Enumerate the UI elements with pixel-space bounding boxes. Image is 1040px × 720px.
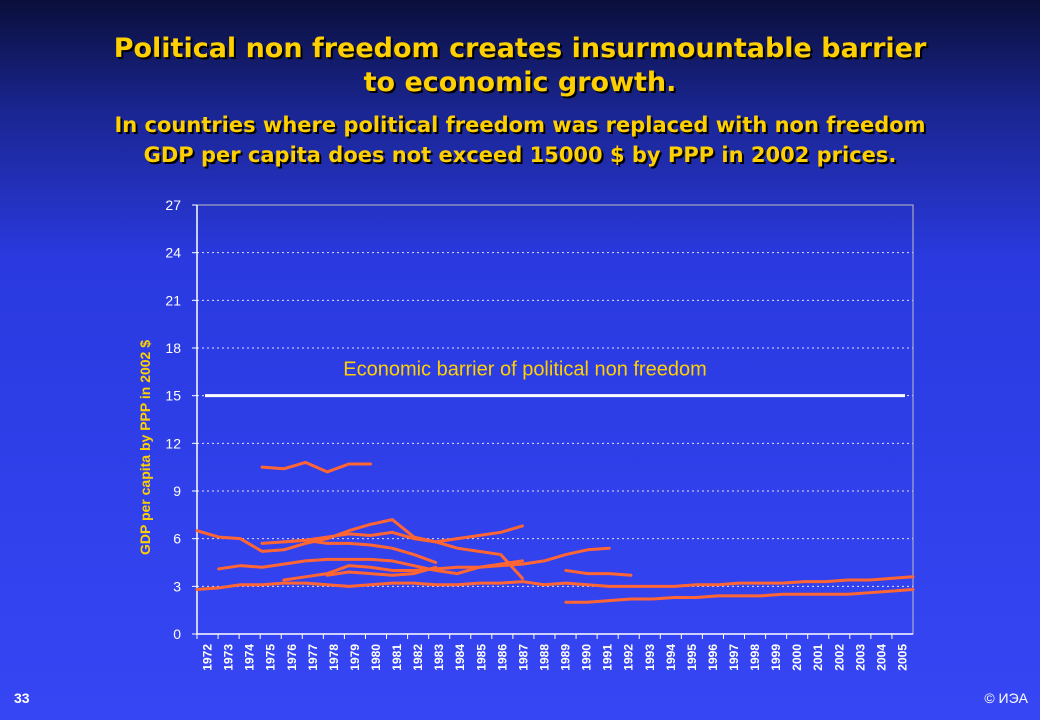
title-line-1: Political non freedom creates insurmount…: [113, 33, 927, 64]
slide-number: 33: [14, 690, 30, 706]
x-tick-label: 1980: [369, 644, 383, 671]
x-tick-label: 2001: [811, 644, 825, 671]
series-line: [217, 557, 524, 576]
series-line: [282, 538, 438, 564]
x-tick-label: 1979: [348, 644, 362, 671]
x-tick-label: 1998: [748, 644, 762, 671]
x-tick-label: 1995: [685, 644, 699, 671]
x-tick-label: 1996: [706, 644, 720, 671]
subtitle-line-2: GDP per capita does not exceed 15000 $ b…: [143, 143, 897, 167]
x-tick-label: 2005: [895, 644, 909, 671]
x-tick-label: 1994: [664, 644, 678, 671]
y-tick-label: 12: [165, 435, 181, 451]
x-tick-label: 1982: [411, 644, 425, 671]
series-line: [325, 565, 438, 577]
x-tick-label: 1985: [474, 644, 488, 671]
subtitle-line-1: In countries where political freedom was…: [114, 113, 926, 137]
y-tick-label: 15: [165, 388, 181, 404]
y-tick-label: 18: [165, 340, 181, 356]
x-tick-label: 1987: [516, 644, 530, 671]
x-tick-labels: 1972 1973 1974 1975 1976 1977 1978 1979 1980 1981…: [196, 634, 909, 671]
x-tick-label: 1990: [580, 644, 594, 671]
series-line: [195, 575, 915, 592]
series-line: [195, 518, 524, 580]
x-tick-label: 1981: [390, 644, 404, 671]
y-tick-label: 6: [173, 531, 181, 547]
y-tick-label: 0: [173, 626, 181, 642]
y-tick-label: 24: [165, 245, 181, 261]
slide-title: Political non freedom creates insurmount…: [0, 32, 1040, 100]
x-tick-label: 1977: [306, 644, 320, 671]
x-tick-label: 1973: [222, 644, 236, 671]
x-tick-label: 1992: [622, 644, 636, 671]
x-tick-label: 2003: [853, 644, 867, 671]
barrier-annotation: Economic barrier of political non freedo…: [343, 359, 707, 381]
x-tick-label: 1997: [727, 644, 741, 671]
axes: [196, 204, 914, 635]
y-tick-label: 3: [173, 578, 181, 594]
x-tick-label: 1993: [643, 644, 657, 671]
series-line: [260, 460, 373, 474]
y-tick-label: 21: [165, 292, 181, 308]
x-tick-label: 1989: [559, 644, 573, 671]
plot-frame: [196, 204, 914, 635]
x-tick-label: 1972: [201, 644, 215, 671]
y-tick-label: 27: [165, 197, 181, 213]
x-tick-label: 1991: [601, 644, 615, 671]
y-tick-label: 9: [173, 483, 181, 499]
x-tick-label: 1974: [243, 644, 257, 671]
series-lines: [195, 460, 915, 604]
x-tick-label: 1975: [264, 644, 278, 671]
slide-subtitle: In countries where political freedom was…: [0, 110, 1040, 170]
x-tick-label: 1988: [537, 644, 551, 671]
x-tick-label: 1983: [432, 644, 446, 671]
x-tick-label: 2004: [874, 644, 888, 671]
series-line: [564, 568, 633, 577]
x-tick-label: 2000: [790, 644, 804, 671]
title-line-2: to economic growth.: [363, 67, 677, 98]
y-tick-labels: 0 3 6 9 12 15 18 21 24 27: [165, 197, 197, 642]
series-line: [282, 546, 611, 582]
x-tick-label: 1986: [495, 644, 509, 671]
y-axis-label: GDP per capita by PPP in 2002 $: [137, 340, 153, 555]
x-tick-label: 1978: [327, 644, 341, 671]
x-tick-label: 1984: [453, 644, 467, 671]
x-tick-label: 1976: [285, 644, 299, 671]
x-tick-label: 1999: [769, 644, 783, 671]
series-line: [564, 588, 915, 604]
copyright: © ИЭА: [984, 690, 1028, 706]
x-tick-label: 2002: [832, 644, 846, 671]
